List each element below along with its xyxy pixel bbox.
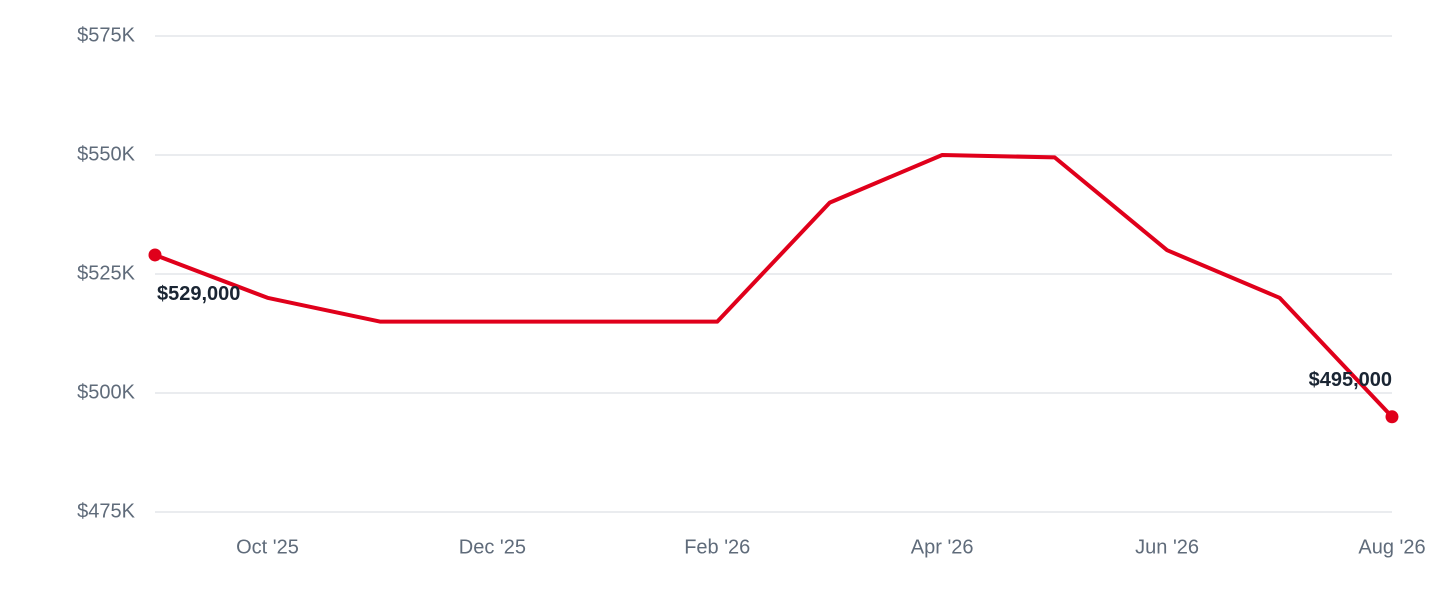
x-tick-label: Feb '26 bbox=[684, 536, 750, 558]
point bbox=[148, 248, 162, 262]
point bbox=[1385, 410, 1399, 424]
y-tick-label: $475K bbox=[77, 500, 135, 522]
y-tick-label: $500K bbox=[77, 381, 135, 403]
x-tick-label: Apr '26 bbox=[911, 536, 974, 558]
line bbox=[154, 153, 1394, 419]
x-tick-label: Aug '26 bbox=[1358, 536, 1425, 558]
data-label: $495,000 bbox=[1309, 369, 1392, 391]
x-tick-label: Jun '26 bbox=[1135, 536, 1199, 558]
y-tick-label: $550K bbox=[77, 143, 135, 165]
y-tick-label: $525K bbox=[77, 262, 135, 284]
x-tick-label: Oct '25 bbox=[236, 536, 299, 558]
y-tick-label: $575K bbox=[77, 24, 135, 46]
data-label: $529,000 bbox=[157, 283, 240, 305]
x-tick-label: Dec '25 bbox=[459, 536, 526, 558]
